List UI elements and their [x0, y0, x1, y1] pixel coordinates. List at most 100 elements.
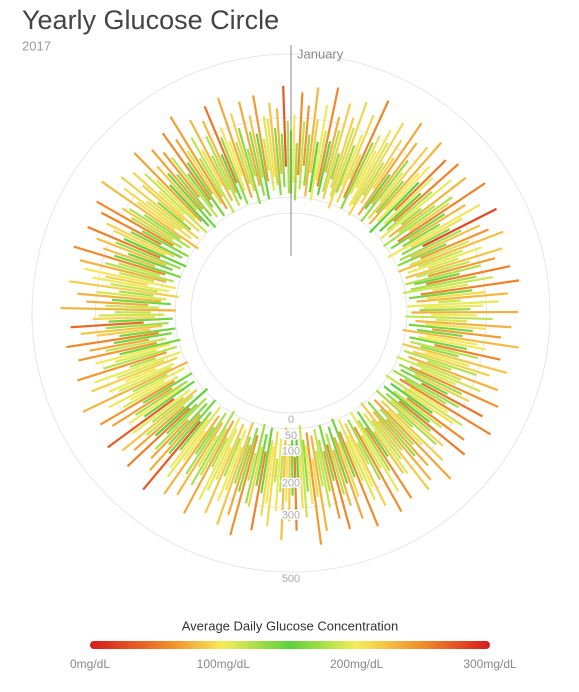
day-bar [385, 418, 429, 467]
day-bar [321, 129, 341, 192]
day-bar [151, 149, 204, 211]
day-bar [308, 141, 319, 193]
day-bar [422, 207, 497, 248]
day-bar [360, 434, 382, 469]
day-bar [223, 437, 242, 477]
day-bar [298, 450, 304, 509]
day-bar [336, 114, 375, 203]
day-bar [119, 290, 154, 297]
day-bar [303, 134, 311, 186]
day-bar [248, 131, 266, 196]
day-bar [282, 85, 288, 167]
day-bar [132, 388, 191, 435]
day-bar [409, 289, 473, 300]
day-bar [220, 136, 249, 205]
day-bar [337, 419, 376, 501]
day-bar [84, 267, 177, 290]
day-bar [105, 275, 149, 287]
day-bar [420, 368, 457, 386]
chart-subtitle: 2017 [22, 38, 51, 53]
day-bar [145, 200, 183, 230]
day-bar [279, 448, 284, 493]
day-bar [228, 140, 243, 177]
day-bar [375, 389, 437, 445]
day-bar [383, 385, 431, 423]
day-bar [349, 134, 381, 195]
day-bar [121, 207, 174, 241]
day-bar [179, 411, 212, 451]
day-bar [182, 430, 207, 462]
day-bar [190, 137, 236, 214]
day-bar [280, 133, 286, 188]
day-bar [203, 105, 238, 184]
day-bar [273, 127, 282, 196]
day-bar [355, 150, 377, 189]
day-bar [318, 424, 335, 482]
day-bar [145, 395, 194, 436]
day-bar [66, 331, 159, 349]
r-tick-label: 300 [282, 509, 300, 521]
r-ticks: 0 50 100 200 300 500 [280, 412, 301, 586]
day-bar [100, 211, 162, 246]
day-bar [92, 316, 155, 321]
day-bar [419, 308, 471, 312]
day-bar [420, 228, 489, 260]
day-bar [404, 378, 447, 405]
day-bar [268, 102, 279, 186]
day-bar [201, 149, 223, 187]
day-bar [416, 260, 470, 279]
day-bar [344, 422, 387, 507]
day-bar [237, 127, 262, 205]
day-bar [335, 144, 356, 194]
day-bar [415, 319, 512, 329]
day-bar [95, 343, 171, 365]
day-bar [330, 152, 341, 180]
day-bar [156, 165, 198, 211]
day-bar [169, 184, 210, 227]
day-bar [399, 229, 462, 262]
day-bar [298, 425, 308, 518]
day-bar [102, 247, 156, 268]
day-bar [407, 246, 483, 274]
day-bar [149, 413, 201, 471]
day-bar [99, 380, 176, 426]
day-bar [220, 153, 243, 200]
day-bar [401, 228, 451, 256]
day-bar [96, 237, 167, 267]
day-bar [410, 224, 481, 259]
day-bar [108, 317, 173, 323]
day-bar [151, 396, 185, 423]
day-bar [227, 444, 252, 516]
day-bar [398, 230, 504, 273]
day-bar [219, 126, 246, 192]
day-bar [273, 458, 279, 483]
day-bar [123, 187, 192, 240]
day-bar [406, 397, 465, 441]
day-bar [412, 350, 490, 377]
day-bar [418, 249, 464, 268]
day-bar [425, 265, 511, 286]
day-bar [356, 442, 370, 465]
day-bar [168, 399, 217, 455]
day-bar [438, 299, 461, 304]
day-bar [316, 87, 340, 187]
day-bar [96, 328, 151, 337]
day-bar [136, 201, 176, 231]
day-bar [79, 259, 167, 283]
day-bar [280, 427, 288, 541]
day-bar [364, 427, 413, 499]
day-bar [292, 114, 296, 183]
day-bar [379, 171, 404, 202]
day-bar [94, 351, 181, 384]
day-bar [110, 282, 158, 293]
day-bar [293, 456, 298, 531]
colorbar [90, 641, 490, 649]
day-bar [410, 340, 479, 360]
day-bar [103, 345, 178, 370]
day-bar [158, 190, 185, 216]
day-bar [198, 417, 241, 501]
day-bar [260, 440, 274, 516]
day-bar [315, 130, 328, 181]
day-bar [364, 174, 391, 210]
day-bar [393, 390, 443, 429]
